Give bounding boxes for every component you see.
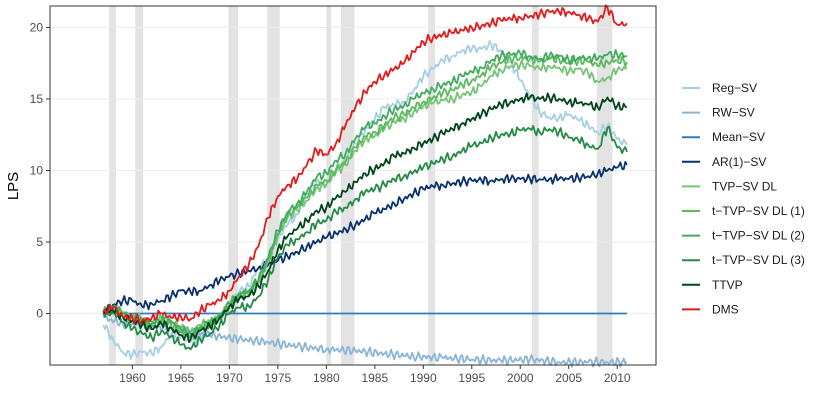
recession-band-7 [531, 6, 539, 365]
legend: Reg−SV RW−SV Mean−SV AR(1)−SV TVP−SV DL t−TVP… [682, 81, 805, 316]
legend-label-7: t−TVP−SV DL (3) [712, 253, 805, 267]
recession-band-0 [109, 6, 116, 365]
legend-label-1: RW−SV [712, 106, 755, 120]
series-line-9 [102, 4, 628, 325]
series-line-4 [103, 59, 628, 334]
legend-label-9: DMS [712, 302, 739, 316]
legend-label-8: TTVP [712, 278, 743, 292]
y-tick-label-3: 15 [30, 92, 44, 106]
y-tick-label-0: 0 [36, 307, 43, 321]
recession-band-1 [135, 6, 144, 365]
series-line-3 [102, 161, 628, 316]
x-tick-label-1: 1965 [168, 371, 195, 385]
y-tick-label-2: 10 [30, 163, 44, 177]
y-axis-title: LPS [5, 172, 22, 200]
x-tick-label-10: 2010 [604, 371, 631, 385]
x-tick-label-9: 2005 [555, 371, 582, 385]
plot-border [49, 5, 657, 366]
x-tick-label-6: 1990 [410, 371, 437, 385]
legend-label-2: Mean−SV [712, 130, 765, 144]
legend-label-6: t−TVP−SV DL (2) [712, 229, 805, 243]
legend-label-5: t−TVP−SV DL (1) [712, 204, 805, 218]
y-axis: 0 5 10 15 20 [30, 20, 50, 321]
x-tick-label-5: 1985 [361, 371, 388, 385]
x-tick-label-7: 1995 [458, 371, 485, 385]
legend-label-0: Reg−SV [712, 81, 757, 95]
recession-band-3 [267, 6, 280, 365]
recession-band-2 [228, 6, 239, 365]
legend-label-4: TVP−SV DL [712, 179, 777, 193]
x-tick-label-4: 1980 [313, 371, 340, 385]
x-tick-label-2: 1970 [216, 371, 243, 385]
series-line-6 [102, 49, 627, 338]
series-line-7 [102, 125, 628, 351]
y-tick-label-1: 5 [36, 235, 43, 249]
series-lines-group [102, 4, 628, 368]
x-tick-label-3: 1975 [265, 371, 292, 385]
x-tick-label-0: 1960 [119, 371, 146, 385]
legend-label-3: AR(1)−SV [712, 155, 766, 169]
series-line-8 [102, 92, 628, 343]
recession-band-4 [326, 6, 332, 365]
x-tick-label-8: 2000 [507, 371, 534, 385]
x-axis: 1960 1965 1970 1975 1980 1985 1990 1995 2000 2005… [119, 365, 631, 385]
y-tick-label-4: 20 [30, 20, 44, 34]
series-line-0 [102, 40, 628, 360]
recession-band-8 [596, 6, 613, 365]
